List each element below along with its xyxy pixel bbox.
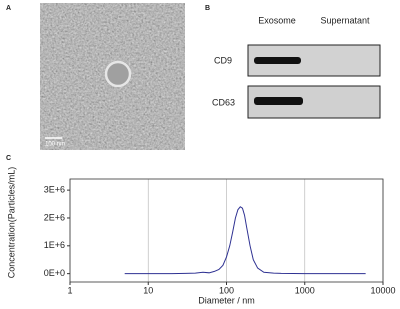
tem-image: 100 nm xyxy=(40,3,185,150)
x-tick-label: 10 xyxy=(143,285,153,295)
panel-label: C xyxy=(6,155,11,162)
y-tick-label: 3E+6 xyxy=(44,185,65,195)
western-blot: Exosome Supernatant CD9 CD63 xyxy=(212,15,381,119)
y-tick-label: 2E+6 xyxy=(44,212,65,222)
x-tick-label: 10000 xyxy=(370,285,395,295)
x-tick-label: 1 xyxy=(67,285,72,295)
marker-label: CD9 xyxy=(214,55,232,65)
blot-strip xyxy=(247,44,381,77)
nta-chart: 1 10 100 1000 10000 0E+0 1E+6 2E+6 3E+6 Diameter … xyxy=(6,167,395,306)
band xyxy=(254,97,303,105)
scale-bar-label: 100 nm xyxy=(45,142,65,148)
lane-label: Supernatant xyxy=(320,15,370,25)
size-distribution-line xyxy=(124,206,366,275)
x-tick-label: 100 xyxy=(219,285,234,295)
x-axis-title: Diameter / nm xyxy=(198,295,255,305)
plot-frame xyxy=(69,178,384,283)
marker-label: CD63 xyxy=(212,97,235,107)
panel-label: A xyxy=(6,5,11,12)
y-axis-title: Concentration(Particles/mL) xyxy=(6,167,16,279)
panel-label: B xyxy=(205,5,210,12)
x-tick-label: 1000 xyxy=(295,285,315,295)
vesicle xyxy=(104,60,132,88)
band xyxy=(254,57,301,64)
y-tick-label: 1E+6 xyxy=(44,240,65,250)
y-tick-label: 0E+0 xyxy=(44,268,65,278)
lane-label: Exosome xyxy=(258,15,296,25)
